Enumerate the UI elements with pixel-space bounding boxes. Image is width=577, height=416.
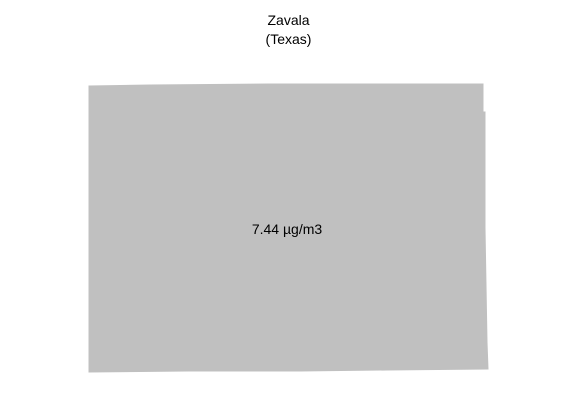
county-value-label: 7.44 µg/m3: [251, 221, 323, 237]
map-title: Zavala (Texas): [0, 11, 577, 49]
state-name: (Texas): [265, 31, 312, 47]
county-shape: [88, 83, 489, 373]
county-name: Zavala: [267, 12, 310, 28]
